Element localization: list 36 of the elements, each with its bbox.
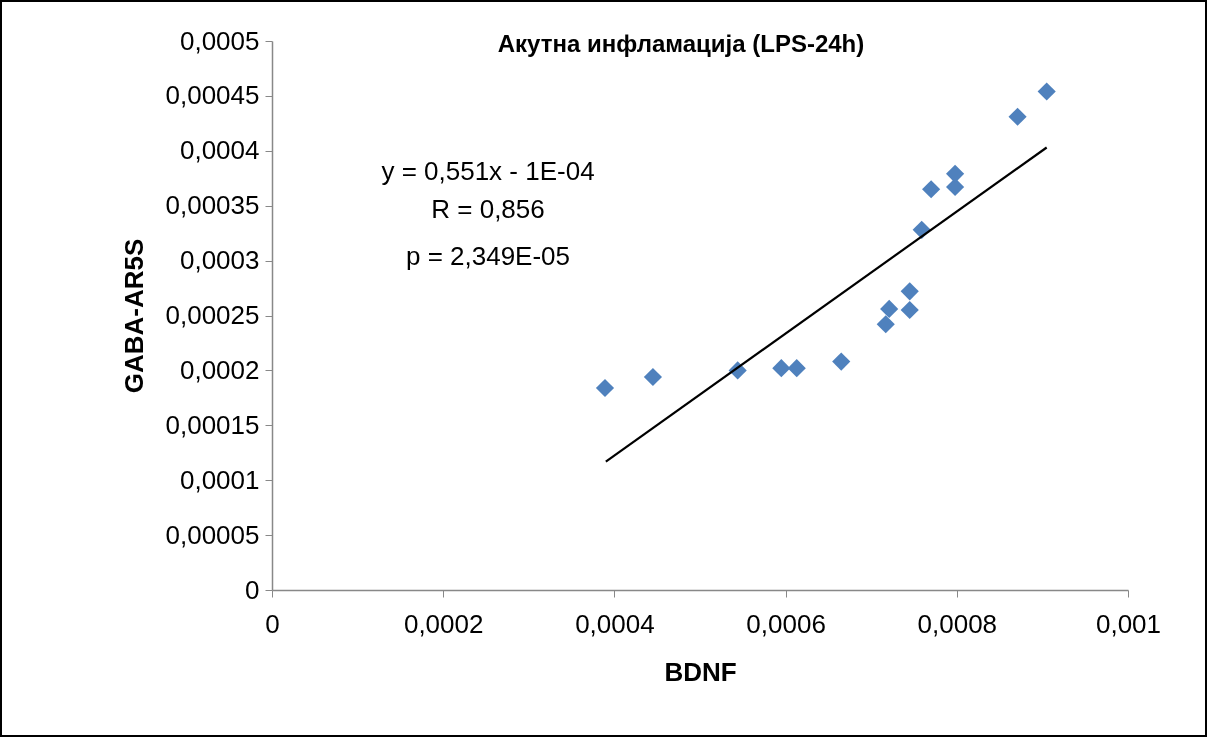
x-tick-label: 0,0004 bbox=[575, 608, 655, 639]
point bbox=[946, 164, 965, 183]
x-tick-label: 0 bbox=[265, 608, 280, 639]
x-tick-label: 0,0002 bbox=[403, 608, 484, 639]
point bbox=[876, 315, 895, 334]
y-tick-label: 0 bbox=[245, 574, 260, 605]
point bbox=[595, 378, 615, 398]
annotation: p = 2,349E-05 bbox=[405, 241, 571, 271]
annotation: R = 0,856 bbox=[431, 194, 545, 224]
y-tick-label: 0,0004 bbox=[179, 135, 260, 166]
point bbox=[900, 300, 919, 320]
y-axis-title: GABA-AR5S bbox=[118, 238, 149, 394]
y-tick-label: 0,00005 bbox=[165, 519, 260, 550]
annotation: y = 0,551x - 1E-04 bbox=[381, 156, 595, 186]
x-tick-label: 0,001 bbox=[1095, 608, 1162, 639]
y-tick-label: 0,00035 bbox=[165, 190, 260, 221]
point bbox=[880, 299, 899, 318]
y-tick-label: 0,00025 bbox=[165, 300, 260, 330]
y-tick-label: 0,0003 bbox=[179, 245, 260, 276]
point bbox=[832, 352, 851, 371]
point bbox=[922, 180, 941, 199]
y-tick-label: 0,00045 bbox=[165, 80, 260, 111]
point bbox=[1037, 82, 1056, 101]
x-axis-title: BDNF bbox=[664, 656, 737, 687]
y-tick-label: 0,0001 bbox=[179, 464, 260, 495]
point bbox=[643, 367, 662, 387]
point bbox=[900, 282, 919, 301]
x-tick-label: 0,0006 bbox=[746, 608, 826, 639]
point bbox=[787, 359, 806, 378]
y-tick-label: 0,0005 bbox=[179, 25, 260, 56]
x-tick-label: 0,0008 bbox=[917, 608, 998, 639]
point bbox=[772, 359, 791, 378]
y-tick-label: 0,00015 bbox=[165, 409, 260, 440]
point bbox=[1008, 107, 1027, 126]
chart-title: Акутна инфламација (LPS-24h) bbox=[497, 30, 865, 57]
y-tick-label: 0,0002 bbox=[179, 354, 260, 385]
